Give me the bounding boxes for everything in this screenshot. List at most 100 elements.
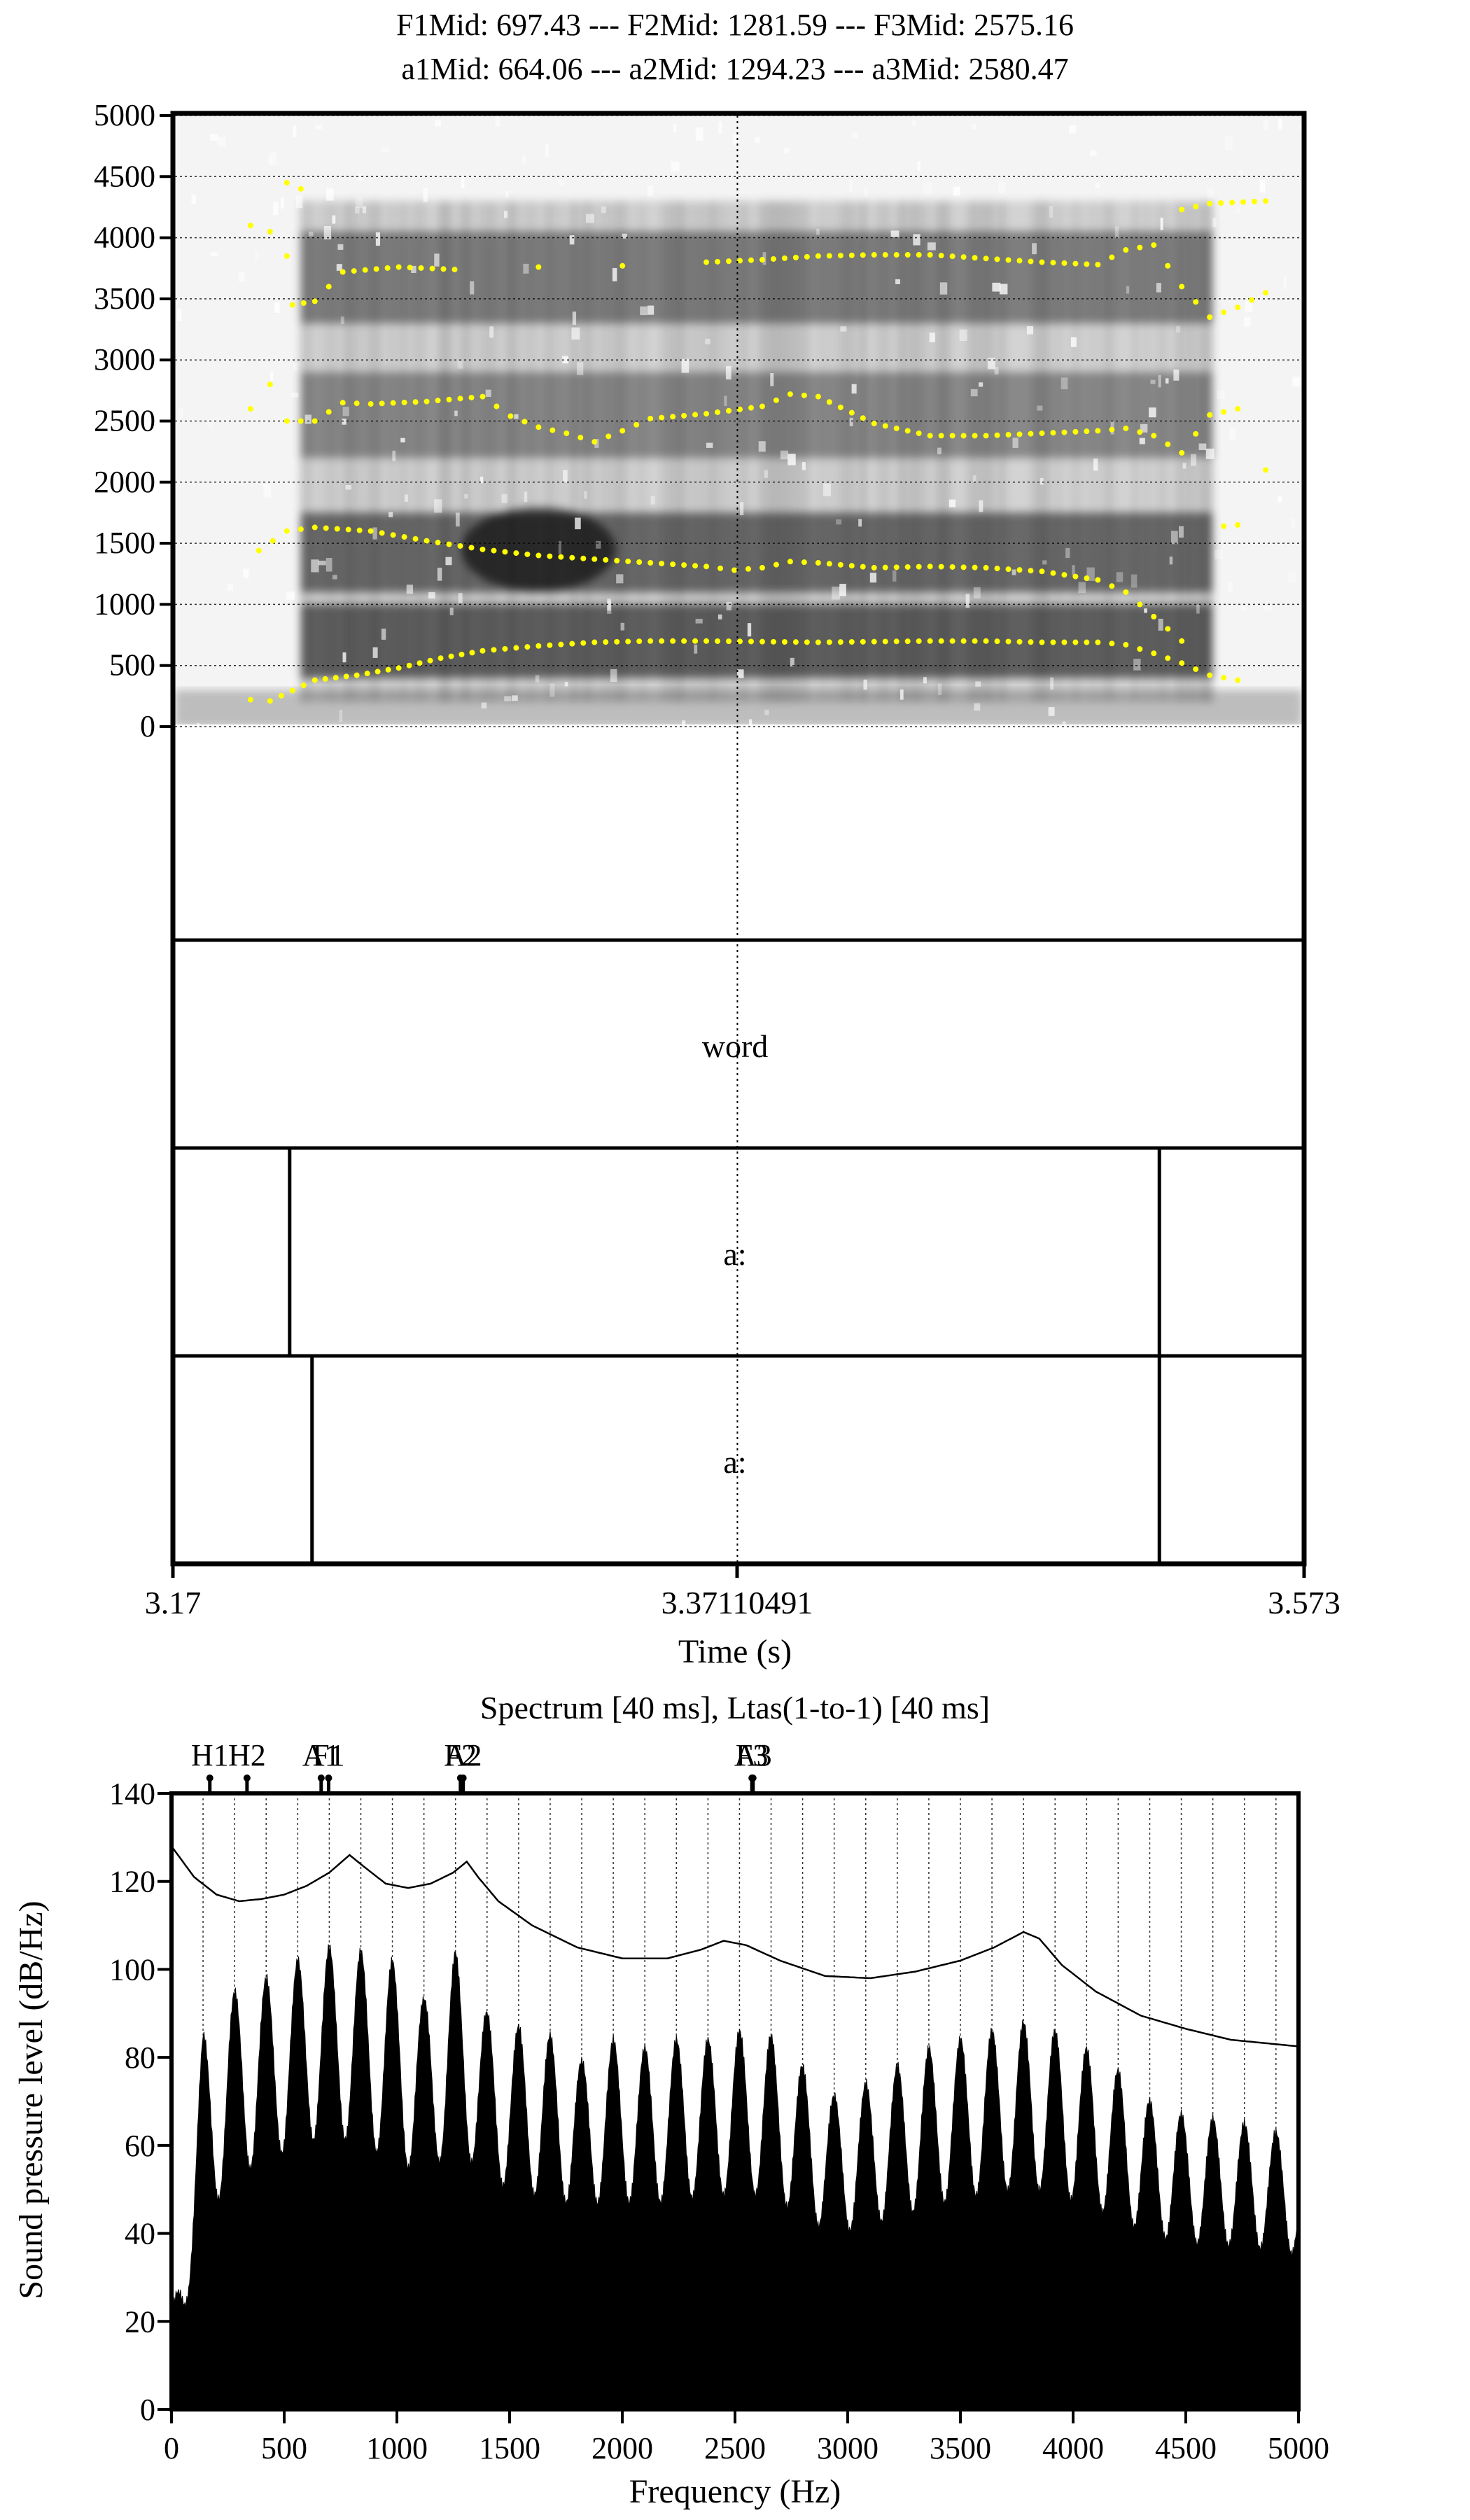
formant-dot-f2 xyxy=(1221,523,1227,529)
formant-tracks xyxy=(247,180,1269,704)
db-tick-label: 0 xyxy=(140,2393,155,2427)
formant-dot-f1 xyxy=(592,639,598,645)
formant-dot-f3 xyxy=(424,398,430,405)
title-line-1: F1Mid: 697.43 --- F2Mid: 1281.59 --- F3M… xyxy=(396,8,1074,42)
tier-3-label: a: xyxy=(723,1236,746,1272)
formant-dot-f4 xyxy=(340,269,346,275)
hz-tick-label: 3500 xyxy=(930,2431,991,2465)
formant-dot-f1 xyxy=(1235,677,1241,683)
formant-dot-f4 xyxy=(759,257,765,263)
formant-dot-f1 xyxy=(1151,650,1157,657)
tier-4-label: a: xyxy=(723,1444,746,1480)
time-tick-end: 3.573 xyxy=(1268,1585,1340,1620)
formant-dot-f3 xyxy=(564,430,570,436)
freq-tick-label: 2500 xyxy=(94,404,155,438)
formant-dot-f4 xyxy=(1151,242,1157,248)
tier-2-label-word: word xyxy=(702,1028,769,1064)
ltas-envelope xyxy=(172,1845,1298,2047)
freq-tick-label: 2000 xyxy=(94,465,155,499)
spectrum-frame xyxy=(169,1791,1301,2412)
hz-tick-label: 3000 xyxy=(817,2431,878,2465)
hz-tick-label: 1500 xyxy=(479,2431,540,2465)
formant-dot-f1 xyxy=(927,638,933,644)
formant-dot-f2 xyxy=(479,546,486,552)
spectrum-fill xyxy=(172,1944,1298,2409)
spectrum-y-label: Sound pressure level (dB/Hz) xyxy=(13,1900,50,2299)
formant-dot-f4 xyxy=(284,253,290,259)
formant-dot-f2 xyxy=(592,556,598,562)
db-tick-label: 20 xyxy=(125,2304,155,2339)
time-tick-start: 3.17 xyxy=(145,1585,202,1620)
formant-dot-f3 xyxy=(1207,412,1213,418)
formant-dot-f5 xyxy=(1263,198,1269,204)
hz-tick-label: 1000 xyxy=(366,2431,428,2465)
formant-dot-f4 xyxy=(536,264,542,270)
formant-dot-f1 xyxy=(648,638,654,644)
formant-dot-f2 xyxy=(815,560,821,566)
spectrum-y-axis: 0 20 40 60 80 100 120 140 xyxy=(109,1777,172,2427)
formant-dot-f4 xyxy=(1263,290,1269,296)
freq-tick-label: 5000 xyxy=(94,98,155,132)
hz-tick-label: 2000 xyxy=(592,2431,653,2465)
hz-tick-label: 5000 xyxy=(1268,2431,1329,2465)
db-tick-label: 140 xyxy=(109,1777,155,1811)
formant-dot-f1 xyxy=(759,638,765,645)
marker-f2: F2 xyxy=(444,1738,477,1772)
formant-dot-f2 xyxy=(1179,638,1185,644)
hz-tick-label: 4000 xyxy=(1042,2431,1104,2465)
formant-dot-f3 xyxy=(704,411,710,417)
title-line-2: a1Mid: 664.06 --- a2Mid: 1294.23 --- a3M… xyxy=(401,52,1068,86)
formant-dot-f2 xyxy=(732,567,738,573)
formant-dot-f4 xyxy=(312,298,318,304)
formant-dot-f2 xyxy=(536,552,542,559)
formant-dot-f2 xyxy=(983,565,989,571)
freq-tick-label: 500 xyxy=(109,648,155,682)
formant-dot-f3 xyxy=(247,406,253,412)
db-tick-label: 40 xyxy=(125,2217,155,2251)
hz-tick-label: 4500 xyxy=(1155,2431,1217,2465)
formant-dot-f4 xyxy=(1235,304,1241,311)
freq-tick-label: 1000 xyxy=(94,587,155,621)
freq-tick-label: 1500 xyxy=(94,526,155,560)
formant-dot-f1 xyxy=(312,677,318,683)
marker-h1: H1 xyxy=(191,1738,229,1772)
marker-h2: H2 xyxy=(228,1738,266,1772)
db-tick-label: 80 xyxy=(125,2040,155,2075)
formant-dot-f1 xyxy=(1207,672,1213,678)
formant-dot-f4 xyxy=(247,223,253,229)
formant-dot-f5 xyxy=(1207,200,1213,206)
formant-dot-f3 xyxy=(1039,430,1045,436)
spectrum-area xyxy=(172,1944,1298,2409)
marker-a1: A1 xyxy=(302,1738,340,1772)
formant-dot-f5 xyxy=(298,186,304,192)
formant-dot-f1 xyxy=(1123,642,1129,648)
formant-dot-f4 xyxy=(267,228,273,234)
formant-dot-f4 xyxy=(1207,314,1213,321)
formant-dot-f1 xyxy=(479,648,486,654)
spectrogram xyxy=(175,115,1302,724)
formant-dot-f2 xyxy=(759,565,765,571)
formant-dot-f1 xyxy=(1039,639,1045,645)
formant-dot-f2 xyxy=(787,559,793,565)
formant-dot-f3 xyxy=(1151,433,1157,439)
formant-dot-f4 xyxy=(815,253,821,259)
formant-dot-f2 xyxy=(1235,522,1241,528)
spectrum-title: Spectrum [40 ms], Ltas(1-to-1) [40 ms] xyxy=(480,1690,990,1726)
formant-dot-f1 xyxy=(871,638,877,645)
formant-dot-f3 xyxy=(340,400,346,406)
marker-a2: A2 xyxy=(444,1738,482,1772)
formant-dot-f2 xyxy=(871,565,877,571)
formant-dot-f3 xyxy=(312,418,318,424)
formant-dot-f4 xyxy=(871,252,877,258)
formant-dot-f4 xyxy=(1179,284,1185,290)
hz-tick-label: 0 xyxy=(164,2431,179,2465)
formant-dot-f4 xyxy=(396,264,402,270)
formant-dot-f4 xyxy=(620,262,626,269)
formant-dot-f2 xyxy=(1095,577,1101,583)
formant-dot-f3 xyxy=(1179,449,1185,456)
formant-dot-f2 xyxy=(312,524,318,531)
freq-tick-label: 4000 xyxy=(94,220,155,255)
formant-dot-f3 xyxy=(267,382,273,388)
